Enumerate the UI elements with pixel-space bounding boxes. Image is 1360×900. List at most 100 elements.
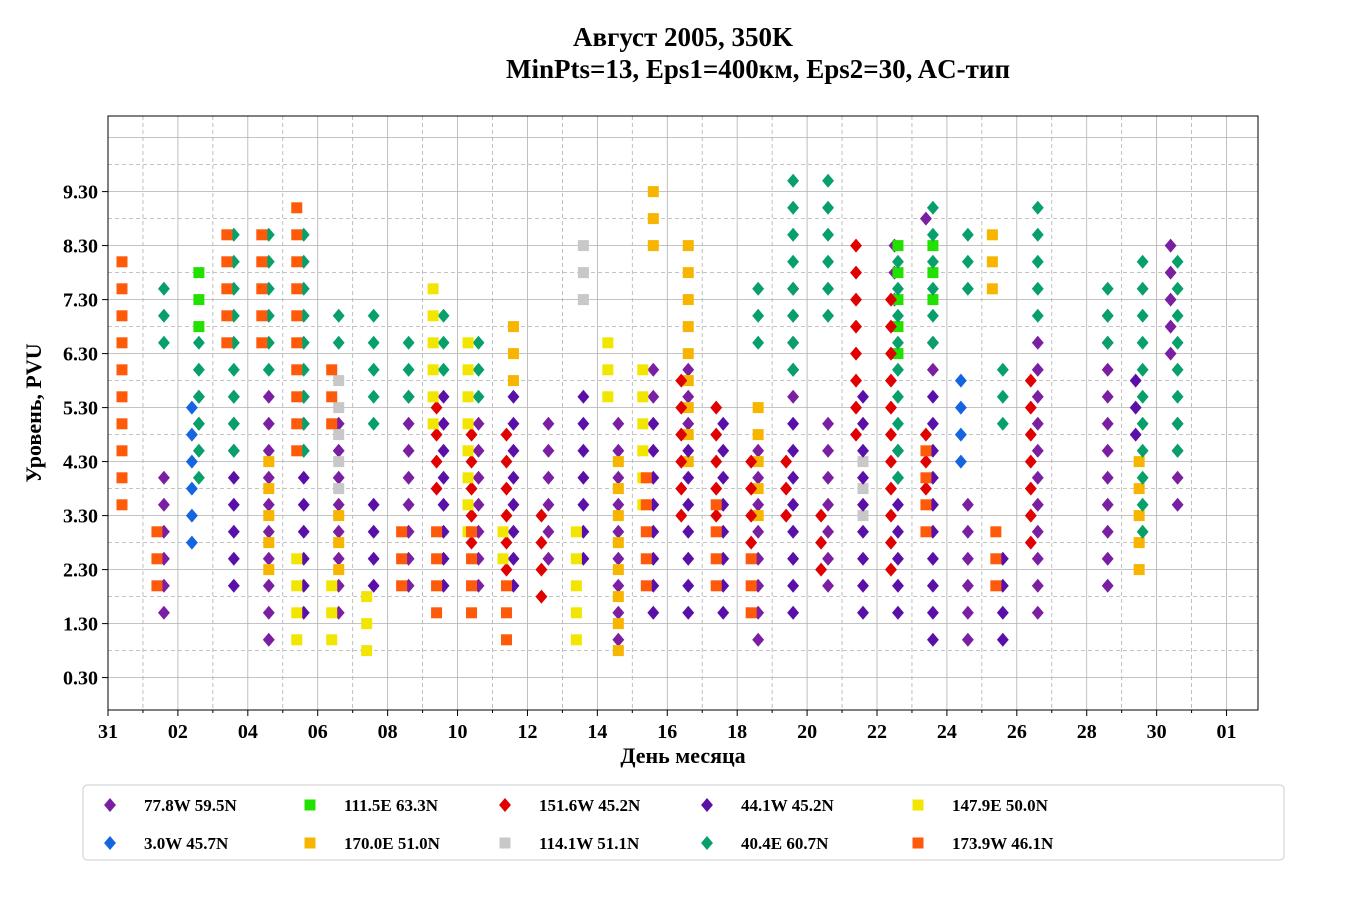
data-point-series-0 <box>1164 319 1177 334</box>
data-point-series-7 <box>1031 308 1044 323</box>
x-tick-label: 06 <box>308 721 328 743</box>
data-point-series-9 <box>116 472 128 484</box>
legend-marker <box>912 799 924 811</box>
data-point-series-0 <box>787 389 800 404</box>
data-point-series-6 <box>647 497 660 512</box>
legend-label: 114.1W 51.1N <box>539 834 640 853</box>
data-point-series-0 <box>542 443 555 458</box>
data-point-series-7 <box>926 254 939 269</box>
data-point-series-7 <box>787 335 800 350</box>
data-point-series-9 <box>116 283 128 295</box>
data-point-series-5 <box>857 483 869 495</box>
y-tick-label: 5.30 <box>63 398 98 420</box>
data-point-series-8 <box>570 580 582 592</box>
x-tick-label: 04 <box>238 721 258 743</box>
data-point-series-3 <box>1133 510 1145 522</box>
legend-box <box>82 784 1285 861</box>
data-point-series-7 <box>1171 416 1184 431</box>
data-point-series-7 <box>787 173 800 188</box>
data-point-series-3 <box>507 348 519 360</box>
x-tick-label: 14 <box>587 721 607 743</box>
data-point-series-8 <box>291 607 303 619</box>
data-point-series-3 <box>682 294 694 306</box>
data-point-series-9 <box>221 310 233 322</box>
data-point-series-0 <box>752 497 765 512</box>
data-point-series-4 <box>500 508 513 523</box>
data-point-series-1 <box>954 454 967 469</box>
data-point-series-4 <box>500 535 513 550</box>
data-point-series-4 <box>535 562 548 577</box>
data-point-series-1 <box>954 373 967 388</box>
data-point-series-4 <box>745 508 758 523</box>
data-point-series-8 <box>462 391 474 403</box>
data-point-series-4 <box>710 481 723 496</box>
data-point-series-9 <box>291 229 303 241</box>
data-point-series-9 <box>151 580 163 592</box>
data-point-series-0 <box>542 416 555 431</box>
legend-marker <box>499 837 511 849</box>
data-point-series-8 <box>291 553 303 565</box>
data-point-series-4 <box>919 454 932 469</box>
data-point-series-7 <box>157 335 170 350</box>
data-point-series-0 <box>961 605 974 620</box>
data-point-series-9 <box>151 526 163 538</box>
data-point-series-4 <box>675 454 688 469</box>
data-point-series-3 <box>752 483 764 495</box>
data-point-series-0 <box>1101 362 1114 377</box>
data-point-series-6 <box>996 632 1009 647</box>
legend-marker <box>104 798 116 812</box>
data-point-series-7 <box>1171 335 1184 350</box>
data-point-series-7 <box>1171 443 1184 458</box>
x-tick-label: 10 <box>448 721 468 743</box>
data-point-series-7 <box>961 281 974 296</box>
data-point-series-7 <box>787 308 800 323</box>
data-point-series-4 <box>500 481 513 496</box>
data-point-series-3 <box>333 510 345 522</box>
data-point-series-7 <box>1031 200 1044 215</box>
data-point-series-6 <box>227 497 240 512</box>
data-point-series-6 <box>227 470 240 485</box>
data-point-series-7 <box>822 200 835 215</box>
data-point-series-0 <box>262 389 275 404</box>
data-point-series-4 <box>850 373 862 388</box>
data-point-series-6 <box>682 578 695 593</box>
data-point-series-0 <box>542 497 555 512</box>
data-point-series-2 <box>193 321 205 333</box>
data-point-series-9 <box>500 607 512 619</box>
data-point-series-8 <box>462 418 474 430</box>
data-point-series-0 <box>1101 524 1114 539</box>
data-point-series-7 <box>926 335 939 350</box>
data-point-series-4 <box>710 400 723 415</box>
data-point-series-9 <box>116 337 128 349</box>
data-point-series-3 <box>647 240 659 252</box>
data-point-series-0 <box>332 470 345 485</box>
data-point-series-6 <box>717 497 730 512</box>
data-point-series-7 <box>787 254 800 269</box>
data-point-series-6 <box>892 497 904 512</box>
data-point-series-9 <box>640 580 652 592</box>
data-point-series-4 <box>710 454 723 469</box>
data-point-series-3 <box>1133 483 1145 495</box>
legend-label: 3.0W 45.7N <box>144 834 229 853</box>
data-point-series-6 <box>892 551 904 566</box>
data-point-series-0 <box>822 551 835 566</box>
x-axis-label: День месяца <box>620 743 745 768</box>
data-point-series-0 <box>1101 497 1114 512</box>
legend-marker <box>701 798 713 812</box>
data-point-series-6 <box>647 470 660 485</box>
legend-label: 170.0E 51.0N <box>344 834 441 853</box>
data-point-series-9 <box>920 499 932 511</box>
data-point-series-7 <box>892 308 904 323</box>
data-point-series-6 <box>926 497 939 512</box>
data-point-series-6 <box>647 524 660 539</box>
data-point-series-7 <box>822 308 835 323</box>
data-point-series-1 <box>185 535 198 550</box>
data-point-series-0 <box>961 551 974 566</box>
data-point-series-6 <box>682 497 695 512</box>
data-point-series-9 <box>221 337 233 349</box>
data-point-series-3 <box>682 402 694 414</box>
data-point-series-0 <box>1031 416 1044 431</box>
data-point-series-7 <box>157 281 170 296</box>
data-point-series-7 <box>1101 308 1114 323</box>
data-point-series-4 <box>430 481 443 496</box>
